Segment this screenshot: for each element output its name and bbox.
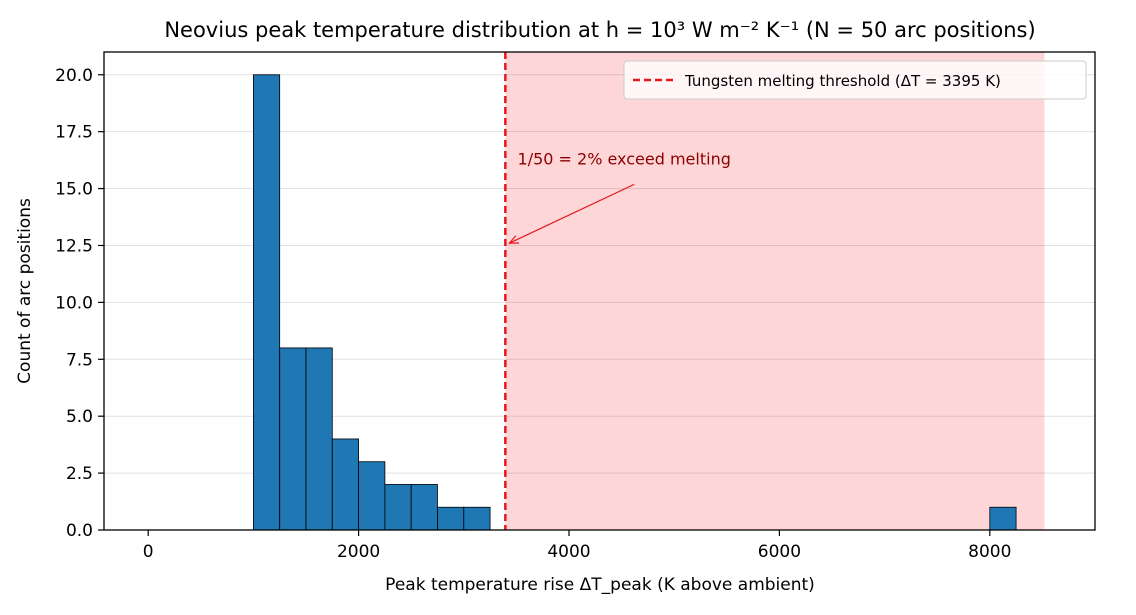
y-tick-label: 0.0 [66,521,93,541]
y-tick-label: 20.0 [55,66,93,86]
histogram-bar [305,347,333,531]
y-tick-label: 2.5 [66,464,93,484]
chart-title: Neovius peak temperature distribution at… [164,18,1035,42]
y-tick-label: 17.5 [55,123,93,143]
histogram-bar [384,484,412,531]
legend: Tungsten melting threshold (ΔT = 3395 K) [623,60,1087,100]
x-axis-label: Peak temperature rise ΔT_peak (K above a… [385,575,815,595]
plot-frame [103,51,1096,531]
y-axis-label: Count of arc positions [15,198,35,384]
histogram-bar [463,506,491,531]
legend-threshold-label: Tungsten melting threshold (ΔT = 3395 K) [684,72,1001,90]
x-tick-label: 8000 [968,542,1011,562]
histogram-bar [410,484,438,531]
histogram-bar [437,506,465,531]
y-tick-label: 7.5 [66,350,93,370]
y-tick-label: 12.5 [55,236,93,256]
y-tick-label: 15.0 [55,180,93,200]
annotation-text: 1/50 = 2% exceed melting [518,149,731,168]
y-tick-label: 5.0 [66,407,93,427]
x-tick-label: 6000 [758,542,801,562]
legend-box [623,60,1087,100]
y-tick-label: 10.0 [55,293,93,313]
x-tick-label: 2000 [337,542,380,562]
histogram-bar [989,506,1017,531]
histogram-bar [331,438,359,531]
histogram-bar [252,74,281,531]
x-tick-label: 0 [143,542,154,562]
melting-region-shade [505,52,1045,530]
histogram-bar [279,347,307,531]
annotation-arrow [509,183,635,243]
x-tick-label: 4000 [547,542,590,562]
histogram-bar [358,461,386,531]
